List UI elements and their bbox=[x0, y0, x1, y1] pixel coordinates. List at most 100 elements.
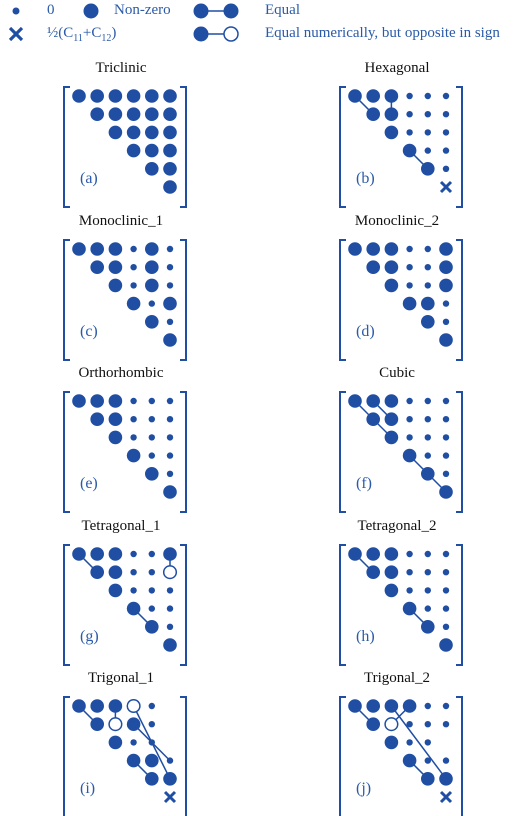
zero-dot bbox=[166, 452, 174, 459]
zero-dot bbox=[406, 245, 413, 253]
zero-dot bbox=[166, 757, 174, 764]
nonzero-dot bbox=[348, 699, 362, 713]
zero-dot bbox=[406, 264, 413, 271]
nonzero-dot bbox=[163, 485, 177, 499]
zero-dot bbox=[130, 587, 137, 594]
zero-dot bbox=[442, 416, 450, 423]
zero-dot bbox=[406, 397, 413, 405]
cross-stroke-b bbox=[439, 180, 453, 194]
zero-dot bbox=[442, 757, 450, 764]
zero-dot bbox=[148, 702, 155, 710]
panel-title: Tetragonal_2 bbox=[357, 518, 437, 534]
nonzero-dot bbox=[402, 753, 417, 768]
left-bracket bbox=[63, 391, 70, 513]
nonzero-dot bbox=[108, 547, 123, 561]
nonzero-dot bbox=[421, 772, 435, 786]
zero-dot bbox=[442, 605, 450, 612]
zero-dot bbox=[130, 739, 137, 746]
nonzero-dot bbox=[384, 278, 399, 293]
zero-dot bbox=[148, 587, 155, 594]
nonzero-dot bbox=[126, 753, 141, 768]
nonzero-dot bbox=[108, 260, 123, 275]
zero-dot bbox=[166, 282, 174, 289]
zero-dot bbox=[130, 550, 137, 558]
right-bracket bbox=[456, 86, 463, 208]
legend-opposite-dot-b bbox=[223, 26, 239, 42]
nonzero-dot bbox=[126, 296, 141, 311]
zero-dot bbox=[148, 300, 155, 307]
nonzero-dot bbox=[90, 394, 104, 408]
nonzero-dot bbox=[126, 143, 141, 158]
nonzero-dot bbox=[145, 753, 159, 768]
right-bracket bbox=[180, 86, 187, 208]
zero-dot bbox=[424, 569, 431, 576]
nonzero-dot bbox=[126, 125, 141, 140]
panel-trigonal_2 bbox=[339, 696, 463, 816]
nonzero-dot bbox=[421, 620, 435, 634]
zero-dot bbox=[442, 434, 450, 441]
nonzero-dot bbox=[126, 448, 141, 463]
nonzero-dot bbox=[145, 125, 159, 140]
nonzero-dot bbox=[72, 394, 86, 408]
cross-icon bbox=[439, 180, 453, 194]
zero-dot bbox=[148, 605, 155, 612]
nonzero-dot bbox=[421, 296, 435, 311]
zero-dot bbox=[166, 587, 174, 594]
panel-tetragonal_1 bbox=[63, 544, 187, 666]
nonzero-dot bbox=[145, 260, 159, 275]
zero-dot bbox=[442, 623, 450, 630]
zero-dot bbox=[406, 434, 413, 441]
left-bracket bbox=[63, 86, 70, 208]
nonzero-dot bbox=[402, 143, 417, 158]
zero-dot bbox=[406, 416, 413, 423]
zero-dot bbox=[166, 623, 174, 630]
nonzero-dot bbox=[384, 565, 399, 579]
zero-dot bbox=[148, 434, 155, 441]
opposite-dot bbox=[384, 717, 399, 732]
nonzero-dot bbox=[108, 735, 123, 750]
nonzero-dot bbox=[348, 242, 362, 256]
zero-dot bbox=[166, 470, 174, 477]
panel-hexagonal bbox=[339, 86, 463, 208]
nonzero-dot bbox=[439, 485, 453, 499]
nonzero-dot bbox=[126, 107, 141, 121]
panel-trigonal_1 bbox=[63, 696, 187, 816]
nonzero-dot bbox=[366, 565, 381, 579]
nonzero-dot bbox=[384, 583, 399, 598]
zero-dot bbox=[166, 434, 174, 441]
nonzero-dot bbox=[348, 394, 362, 408]
nonzero-dot bbox=[145, 772, 159, 786]
zero-dot bbox=[148, 416, 155, 423]
zero-dot bbox=[148, 739, 155, 746]
nonzero-dot bbox=[126, 89, 141, 103]
panel-tag: (b) bbox=[356, 170, 375, 187]
panel-title: Trigonal_1 bbox=[87, 670, 155, 686]
panel-title: Orthorhombic bbox=[78, 365, 164, 381]
zero-dot bbox=[130, 264, 137, 271]
zero-dot bbox=[130, 434, 137, 441]
zero-dot bbox=[166, 397, 174, 405]
legend-half-suffix: ) bbox=[111, 25, 117, 41]
nonzero-dot bbox=[439, 278, 453, 293]
panel-tag: (h) bbox=[356, 628, 375, 645]
panel-title: Monoclinic_2 bbox=[354, 213, 440, 229]
nonzero-dot bbox=[108, 699, 123, 713]
zero-dot bbox=[424, 147, 431, 154]
left-bracket bbox=[339, 391, 346, 513]
zero-dot bbox=[166, 605, 174, 612]
left-bracket bbox=[63, 544, 70, 666]
legend-zero-dot bbox=[12, 7, 20, 15]
left-bracket bbox=[63, 239, 70, 361]
zero-dot bbox=[166, 245, 174, 253]
nonzero-dot bbox=[402, 296, 417, 311]
zero-dot bbox=[424, 129, 431, 136]
zero-dot bbox=[148, 569, 155, 576]
zero-dot bbox=[442, 147, 450, 154]
left-bracket bbox=[339, 86, 346, 208]
nonzero-dot bbox=[163, 772, 177, 786]
nonzero-dot bbox=[90, 242, 104, 256]
nonzero-dot bbox=[90, 717, 104, 731]
zero-dot bbox=[406, 587, 413, 594]
panel-orthorhombic bbox=[63, 391, 187, 513]
